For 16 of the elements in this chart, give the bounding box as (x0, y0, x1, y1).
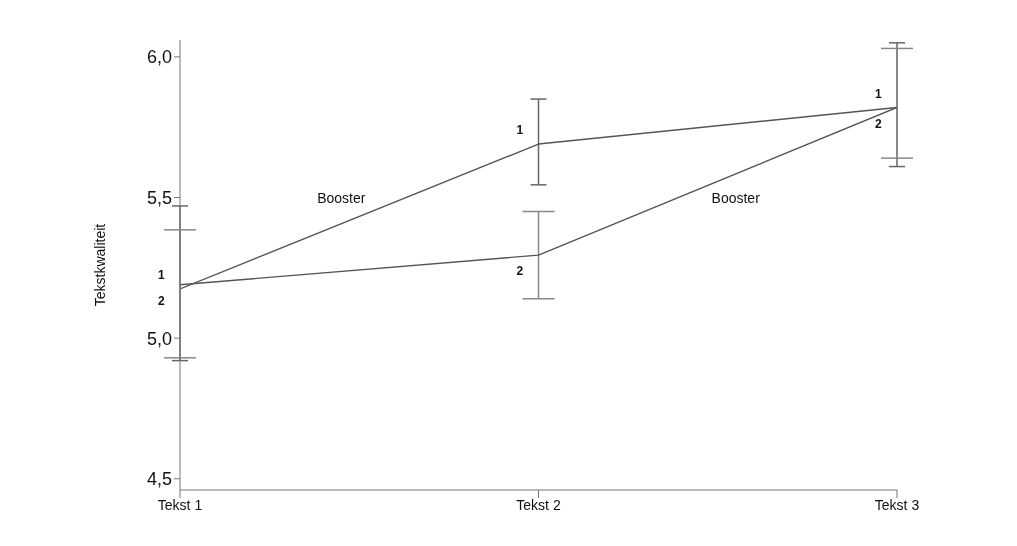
series-label: 1 (875, 86, 882, 101)
x-tick-label: Tekst 3 (874, 496, 920, 513)
text: 1 (516, 123, 524, 138)
y-axis-title: Tekstkwaliteit (91, 223, 108, 307)
y-tick-label: 4,5 (146, 469, 172, 490)
y-tick-label: 5,5 (146, 187, 172, 208)
x-tick-label: Tekst 2 (516, 496, 561, 513)
annotation: Booster (317, 189, 366, 206)
x-tick-label: Tekst 1 (157, 496, 203, 513)
y-tick-label: 5,0 (146, 328, 172, 349)
text: 2 (516, 264, 524, 279)
y-tick-label: 6,0 (146, 47, 172, 68)
annotation: Booster (711, 189, 760, 206)
text: 1 (158, 267, 165, 282)
series-label: 2 (875, 116, 882, 131)
text: 2 (158, 293, 165, 308)
